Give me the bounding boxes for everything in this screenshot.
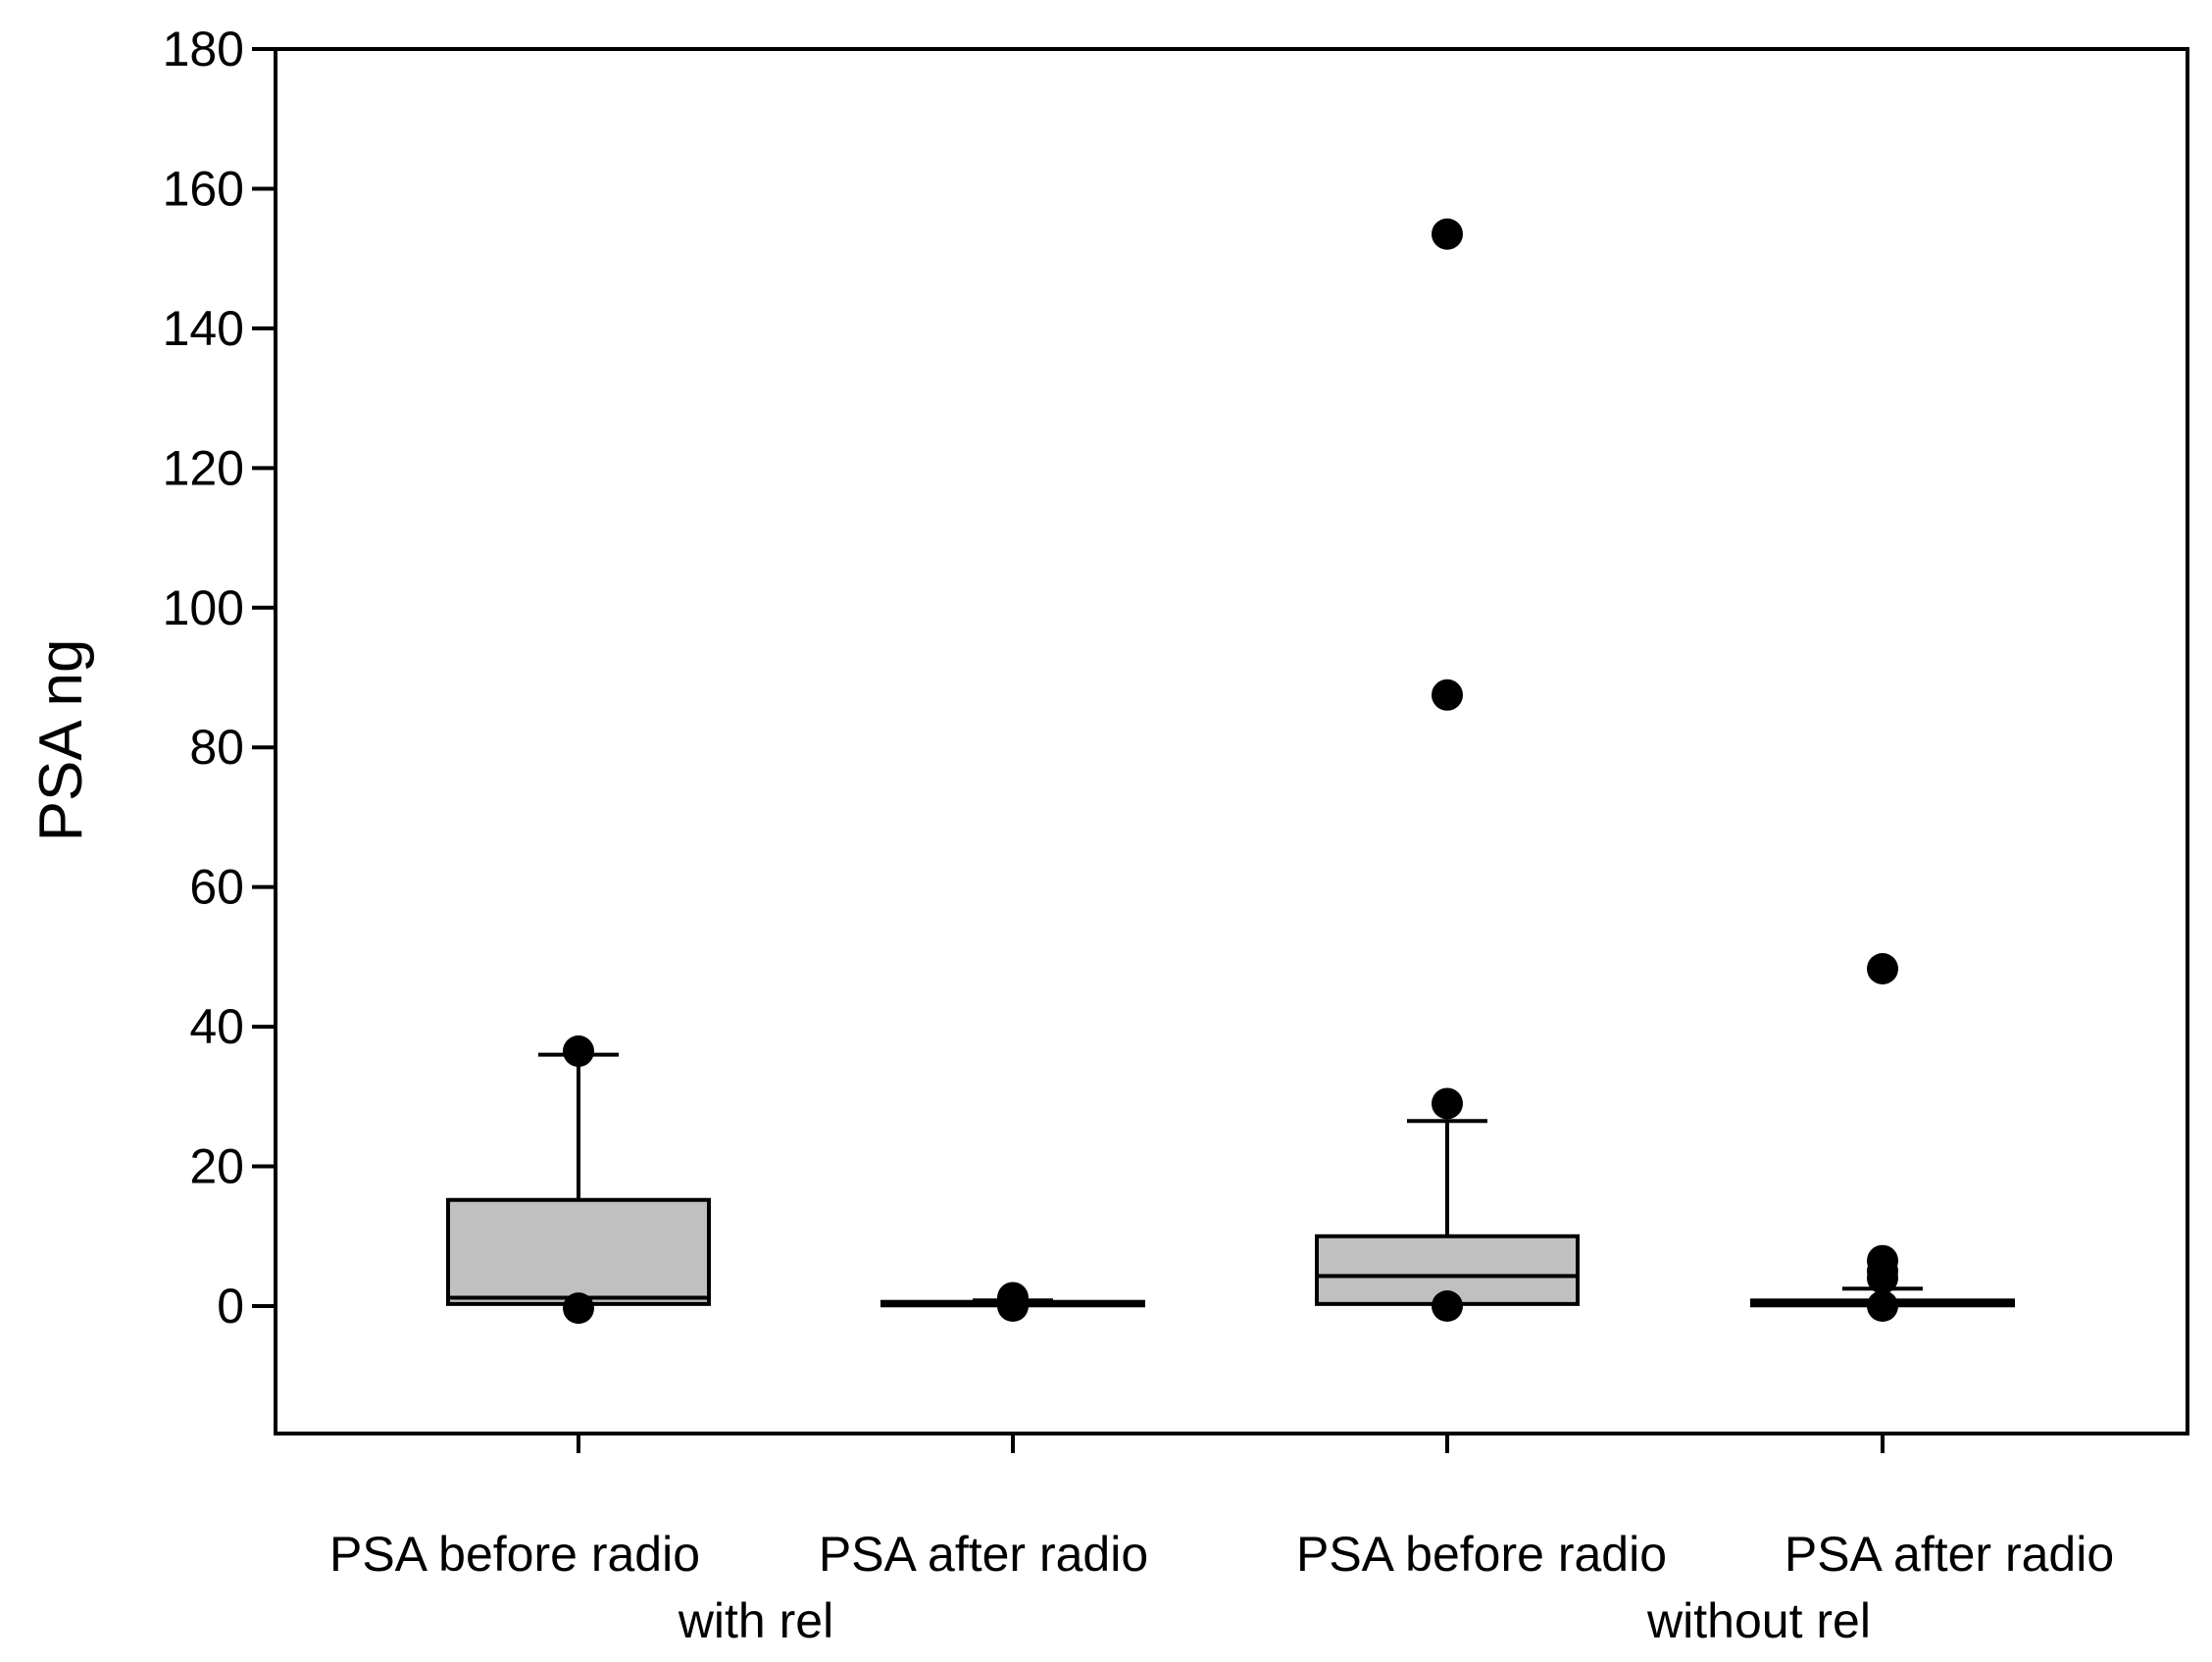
category-label: PSA after radio: [819, 1527, 1148, 1582]
outlier-point: [1432, 679, 1463, 711]
outlier-point: [563, 1292, 594, 1325]
boxes: [446, 218, 2015, 1325]
y-axis-ticks: 0 20 40 60 80 100 120 140 160 180: [163, 22, 276, 1334]
outlier-point: [563, 1035, 594, 1068]
y-tick-label: 20: [189, 1139, 244, 1194]
box-4: [1750, 952, 2015, 1322]
y-tick-label: 0: [217, 1279, 244, 1334]
outlier-point: [1867, 1262, 1898, 1294]
plot-area-border: [274, 47, 2189, 1435]
category-labels: PSA before radio PSA after radio PSA befor…: [329, 1527, 2114, 1648]
group-label: with rel: [678, 1593, 833, 1648]
category-label: PSA after radio: [1785, 1527, 2114, 1582]
outlier-point: [1432, 1087, 1463, 1120]
y-tick-label: 180: [163, 22, 244, 76]
box-rect: [446, 1197, 711, 1306]
outlier-point: [1432, 218, 1463, 250]
y-tick-label: 100: [163, 580, 244, 635]
y-axis-title: PSA ng: [27, 639, 95, 842]
category-label: PSA before radio: [1296, 1527, 1667, 1582]
outlier-point: [1432, 1290, 1463, 1322]
outlier-point: [997, 1290, 1029, 1322]
y-tick-label: 80: [189, 720, 244, 775]
outlier-point: [1867, 952, 1898, 984]
x-axis-ticks: [577, 1434, 1885, 1453]
y-tick-label: 140: [163, 301, 244, 356]
y-tick-label: 60: [189, 860, 244, 915]
plot-frame: [274, 47, 2189, 1435]
box-3: [1315, 218, 1580, 1322]
category-label: PSA before radio: [329, 1527, 700, 1582]
y-tick-label: 40: [189, 999, 244, 1054]
box-2: [880, 1282, 1145, 1322]
box-1: [446, 1035, 711, 1325]
y-tick-label: 120: [163, 440, 244, 495]
group-label: without rel: [1646, 1593, 1871, 1648]
y-tick-label: 160: [163, 161, 244, 216]
outlier-point: [1867, 1290, 1898, 1322]
